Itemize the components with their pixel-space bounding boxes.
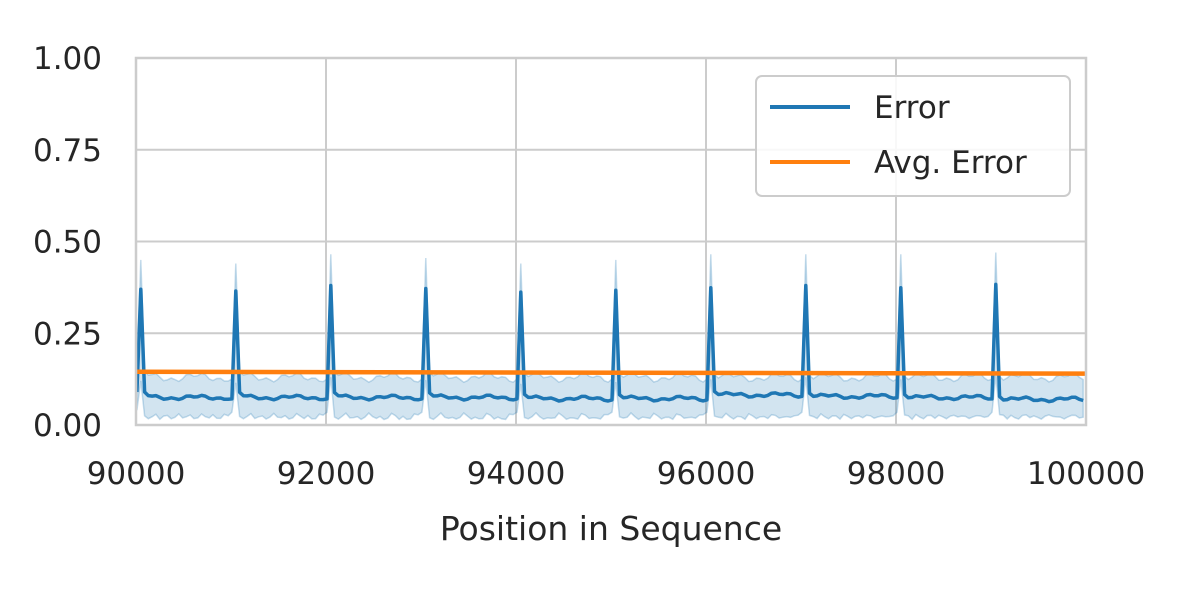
tick-labels: 90000 92000 94000 96000 98000 100000 0.00 0.25 0… <box>33 41 1145 492</box>
y-tick-label: 0.25 <box>33 316 102 352</box>
x-tick-label: 100000 <box>1027 456 1145 492</box>
y-tick-label: 0.50 <box>33 225 102 261</box>
y-tick-label: 0.00 <box>33 408 102 444</box>
error-confidence-band <box>136 252 1084 421</box>
x-tick-label: 98000 <box>847 456 946 492</box>
x-tick-label: 90000 <box>87 456 186 492</box>
x-axis-title: Position in Sequence <box>440 509 782 548</box>
y-tick-label: 1.00 <box>33 41 102 77</box>
legend-label-error: Error <box>874 90 950 126</box>
avg-error-line <box>135 369 1087 376</box>
x-tick-label: 96000 <box>657 456 756 492</box>
plot-frame <box>134 56 1088 427</box>
x-tick-label: 94000 <box>467 456 566 492</box>
legend-label-avg-error: Avg. Error <box>874 145 1027 181</box>
series-layer <box>135 252 1087 421</box>
legend: Error Avg. Error <box>755 75 1071 197</box>
error-line <box>135 282 1084 404</box>
x-tick-label: 92000 <box>277 456 376 492</box>
y-tick-label: 0.75 <box>33 133 102 169</box>
